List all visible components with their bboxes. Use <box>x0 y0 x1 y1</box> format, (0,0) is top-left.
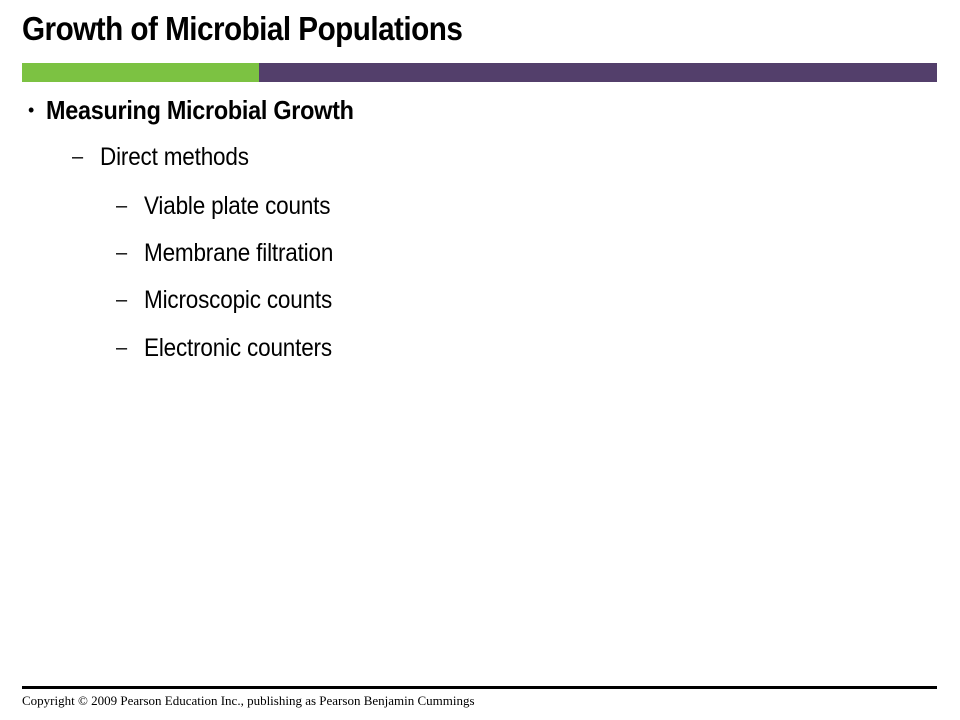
dash-marker: – <box>72 146 84 168</box>
dash-marker: – <box>116 242 128 264</box>
bullet-level-3: – Electronic counters <box>116 334 353 363</box>
bullet-text: Direct methods <box>100 143 249 171</box>
footer-divider <box>22 686 937 689</box>
bullet-text: Measuring Microbial Growth <box>46 95 354 125</box>
bullet-text: Membrane filtration <box>144 239 334 267</box>
bullet-text: Microscopic counts <box>144 286 333 314</box>
dash-marker: – <box>116 289 128 311</box>
bullet-text: Viable plate counts <box>144 192 331 220</box>
bullet-level-3: – Viable plate counts <box>116 192 351 221</box>
title-bar-green-segment <box>22 63 259 82</box>
bullet-level-3: – Membrane filtration <box>116 239 354 268</box>
dash-marker: – <box>116 337 128 359</box>
title-underline-bar <box>22 63 937 82</box>
bullet-level-2: – Direct methods <box>72 143 265 172</box>
bullet-marker: • <box>28 100 35 120</box>
title-bar-purple-segment <box>259 63 937 82</box>
bullet-text: Electronic counters <box>144 334 332 362</box>
dash-marker: – <box>116 195 128 217</box>
bullet-level-3: – Microscopic counts <box>116 286 353 315</box>
bullet-level-1: • Measuring Microbial Growth <box>28 95 388 126</box>
copyright-footer: Copyright © 2009 Pearson Education Inc.,… <box>22 693 475 708</box>
slide-title: Growth of Microbial Populations <box>22 10 463 47</box>
